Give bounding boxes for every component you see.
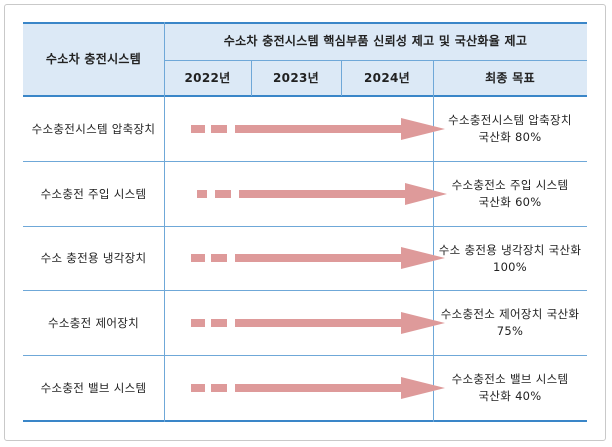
timeline-arrow: [191, 312, 445, 334]
row-system-name: 수소충전 밸브 시스템: [40, 380, 147, 395]
row-system-name: 수소충전시스템 압축장치: [31, 121, 156, 136]
col-divider-year-2: [341, 60, 342, 96]
table-top-border: [23, 22, 587, 24]
roadmap-table: 수소차 충전시스템 수소차 충전시스템 핵심부품 신뢰성 제고 및 국산화율 제…: [23, 22, 587, 422]
row-divider-3: [23, 290, 587, 291]
row-system-name: 수소충전 제어장치: [48, 315, 139, 330]
row-system-name: 수소 충전용 냉각장치: [40, 251, 147, 265]
row-divider-2: [23, 226, 587, 227]
table-header-background: [23, 22, 587, 96]
timeline-arrow: [191, 377, 445, 399]
header-system-column: 수소차 충전시스템: [45, 51, 142, 66]
table-bottom-border: [23, 420, 587, 422]
header-divider: [164, 60, 587, 61]
row-final-goal: 수소충전소 밸브 시스템 국산화 40%: [451, 372, 569, 403]
header-final-goal: 최종 목표: [485, 70, 535, 85]
col-divider-goal: [433, 60, 434, 422]
header-year-2024: 2024년: [364, 70, 410, 85]
row-final-goal: 수소충전소 제어장치 국산화 75%: [440, 307, 580, 338]
row-system-name: 수소충전 주입 시스템: [40, 186, 147, 201]
col-divider-system: [164, 22, 165, 422]
col-divider-year-1: [251, 60, 252, 96]
header-bottom-border: [23, 95, 587, 97]
timeline-arrow: [191, 118, 445, 140]
row-divider-1: [23, 161, 587, 162]
timeline-arrow: [197, 183, 447, 205]
row-final-goal: 수소충전소 주입 시스템 국산화 60%: [451, 178, 569, 209]
row-final-goal: 수소충전시스템 압축장치 국산화 80%: [448, 113, 572, 144]
row-final-goal: 수소 충전용 냉각장치 국산화 100%: [438, 242, 582, 274]
header-group-title: 수소차 충전시스템 핵심부품 신뢰성 제고 및 국산화율 제고: [223, 33, 528, 48]
figure-frame: [4, 4, 606, 441]
header-year-2022: 2022년: [184, 70, 231, 85]
header-year-2023: 2023년: [273, 70, 319, 85]
timeline-arrow: [191, 247, 445, 269]
row-divider-4: [23, 355, 587, 356]
